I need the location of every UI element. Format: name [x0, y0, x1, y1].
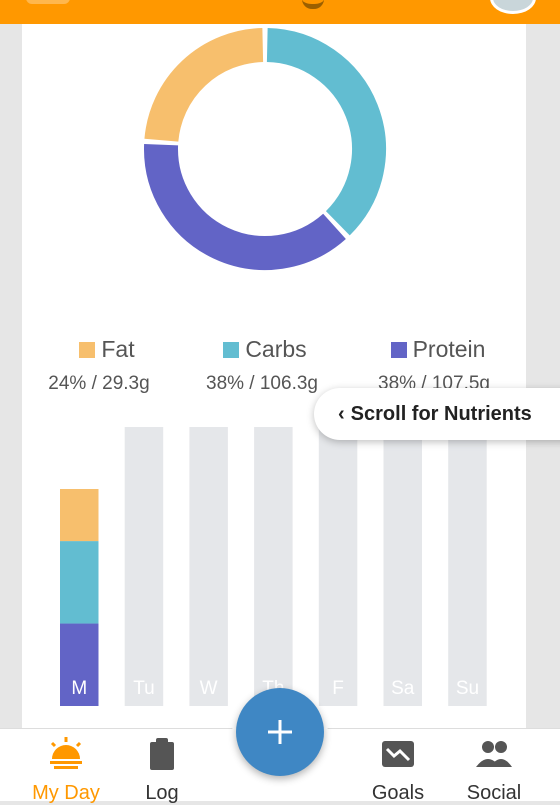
bar-segment-m-protein[interactable] — [60, 623, 99, 706]
legend-fat: Fat 24% / 29.3g — [42, 336, 172, 396]
bar-empty-tu[interactable] — [124, 427, 164, 706]
nav-goals-label: Goals — [371, 782, 425, 804]
bar-empty-th[interactable] — [254, 427, 293, 706]
nav-goals[interactable]: Goals — [348, 737, 448, 805]
add-button[interactable] — [236, 688, 324, 776]
fat-swatch — [79, 341, 96, 358]
tooltip-text: Scroll for Nutrients — [350, 402, 532, 425]
people-icon — [476, 741, 512, 767]
bar-segment-m-fat[interactable] — [60, 489, 99, 542]
donut-slice-fat — [144, 28, 264, 143]
legend-carbs-label: Carbs — [245, 336, 307, 362]
bar-label-su: Su — [455, 678, 480, 699]
top-app-bar — [0, 0, 560, 24]
bar-empty-f[interactable] — [318, 427, 358, 706]
bar-empty-sa[interactable] — [383, 427, 423, 706]
nav-log-label: Log — [145, 782, 179, 804]
bar-label-sa: Sa — [391, 678, 415, 699]
bar-label-tu: Tu — [133, 678, 155, 699]
chevron-left-icon: ‹ — [338, 402, 345, 425]
trend-down-icon — [382, 741, 414, 767]
donut-slice-protein — [144, 144, 346, 270]
legend-fat-label: Fat — [101, 336, 135, 362]
macro-donut-chart — [144, 28, 386, 270]
protein-swatch — [390, 341, 407, 358]
bar-empty-w[interactable] — [189, 427, 228, 706]
nav-my-day-label: My Day — [32, 782, 100, 804]
scroll-for-nutrients-tooltip[interactable]: ‹ Scroll for Nutrients — [314, 388, 560, 440]
bar-empty-su[interactable] — [448, 427, 487, 706]
app-title — [302, 0, 324, 9]
clipboard-icon — [150, 738, 174, 770]
legend-protein-label: Protein — [412, 336, 486, 362]
sunrise-icon — [50, 737, 82, 769]
bar-label-w: W — [199, 678, 218, 699]
nav-social-label: Social — [466, 782, 522, 804]
bar-label-m: M — [71, 678, 88, 699]
bar-segment-m-carbs[interactable] — [60, 541, 99, 624]
nav-log[interactable]: Log — [112, 737, 212, 805]
legend-carbs: Carbs 38% / 106.3g — [198, 336, 332, 396]
donut-slice-carbs — [266, 28, 386, 236]
legend-carbs-value: 38% / 106.3g — [206, 373, 318, 394]
carbs-swatch — [223, 341, 240, 358]
nav-social[interactable]: Social — [444, 737, 544, 805]
plus-icon — [268, 720, 292, 744]
nav-my-day[interactable]: My Day — [16, 737, 116, 805]
menu-button[interactable] — [26, 0, 70, 4]
bar-label-f: F — [332, 678, 344, 699]
legend-fat-value: 24% / 29.3g — [48, 373, 150, 394]
